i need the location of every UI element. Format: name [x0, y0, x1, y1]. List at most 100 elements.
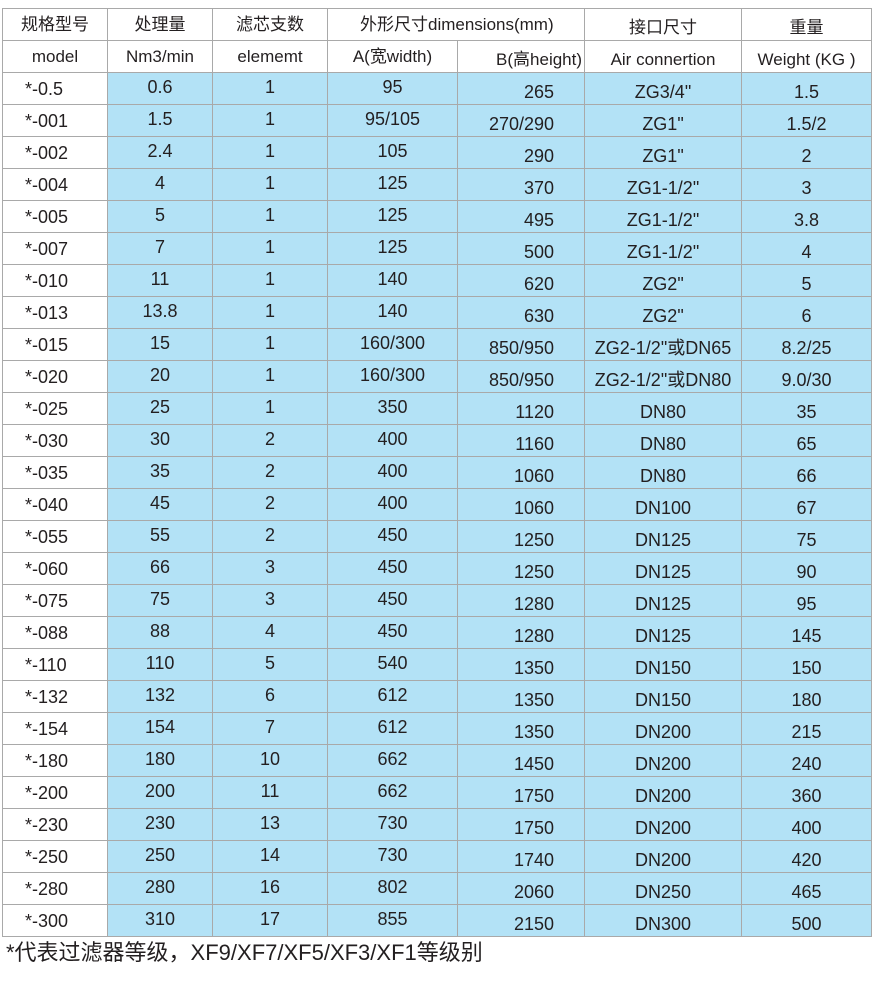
cell-model: *-055: [2, 520, 108, 553]
cell-air-connection: ZG2": [584, 264, 743, 297]
cell-air-connection: ZG1": [584, 104, 743, 137]
cell-width-a: 140: [327, 264, 458, 297]
header-connection-cn: 接口尺寸: [584, 8, 743, 41]
cell-weight: 4: [741, 232, 873, 265]
cell-air-connection: DN150: [584, 680, 743, 713]
table-row: *-025 25 1 350 1120 DN80 35: [2, 392, 873, 425]
cell-elements: 1: [212, 392, 328, 425]
cell-elements: 1: [212, 168, 328, 201]
cell-flow: 1.5: [107, 104, 213, 137]
cell-elements: 2: [212, 424, 328, 457]
table-row: *-004 4 1 125 370 ZG1-1/2" 3: [2, 168, 873, 201]
cell-height-b: 370: [456, 168, 586, 201]
cell-flow: 110: [107, 648, 213, 681]
cell-flow: 88: [107, 616, 213, 649]
cell-height-b: 290: [456, 136, 586, 169]
cell-elements: 1: [212, 200, 328, 233]
cell-width-a: 160/300: [327, 360, 458, 393]
cell-weight: 8.2/25: [741, 328, 873, 361]
cell-width-a: 95: [327, 72, 458, 105]
cell-weight: 2: [741, 136, 873, 169]
cell-height-b: 1280: [456, 584, 586, 617]
cell-model: *-230: [2, 808, 108, 841]
header-flow: Nm3/min: [107, 40, 213, 73]
cell-width-a: 125: [327, 232, 458, 265]
cell-air-connection: DN200: [584, 744, 743, 777]
header-row-chinese: 规格型号 处理量 滤芯支数 外形尺寸dimensions(mm) 接口尺寸 重量: [2, 8, 873, 41]
cell-width-a: 140: [327, 296, 458, 329]
cell-air-connection: ZG1-1/2": [584, 168, 743, 201]
cell-model: *-200: [2, 776, 108, 809]
cell-elements: 1: [212, 264, 328, 297]
table-row: *-055 55 2 450 1250 DN125 75: [2, 520, 873, 553]
table-row: *-075 75 3 450 1280 DN125 95: [2, 584, 873, 617]
cell-elements: 2: [212, 488, 328, 521]
cell-width-a: 662: [327, 744, 458, 777]
cell-model: *-132: [2, 680, 108, 713]
cell-elements: 3: [212, 584, 328, 617]
header-width-a: A(宽width): [327, 40, 458, 73]
cell-weight: 65: [741, 424, 873, 457]
cell-height-b: 1280: [456, 616, 586, 649]
cell-elements: 1: [212, 136, 328, 169]
cell-weight: 35: [741, 392, 873, 425]
cell-flow: 7: [107, 232, 213, 265]
cell-height-b: 1450: [456, 744, 586, 777]
cell-width-a: 400: [327, 456, 458, 489]
cell-height-b: 1350: [456, 680, 586, 713]
cell-height-b: 1060: [456, 488, 586, 521]
cell-model: *-088: [2, 616, 108, 649]
table-row: *-200 200 11 662 1750 DN200 360: [2, 776, 873, 809]
cell-model: *-0.5: [2, 72, 108, 105]
table-row: *-010 11 1 140 620 ZG2" 5: [2, 264, 873, 297]
cell-model: *-280: [2, 872, 108, 905]
cell-flow: 30: [107, 424, 213, 457]
table-row: *-007 7 1 125 500 ZG1-1/2" 4: [2, 232, 873, 265]
cell-height-b: 630: [456, 296, 586, 329]
table-row: *-030 30 2 400 1160 DN80 65: [2, 424, 873, 457]
table-row: *-0.5 0.6 1 95 265 ZG3/4" 1.5: [2, 72, 873, 105]
cell-weight: 500: [741, 904, 873, 937]
cell-weight: 5: [741, 264, 873, 297]
cell-width-a: 95/105: [327, 104, 458, 137]
cell-weight: 66: [741, 456, 873, 489]
table-row: *-005 5 1 125 495 ZG1-1/2" 3.8: [2, 200, 873, 233]
table-row: *-013 13.8 1 140 630 ZG2" 6: [2, 296, 873, 329]
cell-width-a: 400: [327, 424, 458, 457]
cell-width-a: 450: [327, 520, 458, 553]
header-model: model: [2, 40, 108, 73]
cell-height-b: 265: [456, 72, 586, 105]
cell-flow: 200: [107, 776, 213, 809]
cell-weight: 215: [741, 712, 873, 745]
header-weight: Weight (KG ): [741, 40, 873, 73]
cell-air-connection: DN125: [584, 616, 743, 649]
cell-width-a: 730: [327, 808, 458, 841]
cell-width-a: 730: [327, 840, 458, 873]
cell-weight: 3.8: [741, 200, 873, 233]
cell-model: *-154: [2, 712, 108, 745]
cell-flow: 250: [107, 840, 213, 873]
cell-flow: 13.8: [107, 296, 213, 329]
cell-elements: 13: [212, 808, 328, 841]
cell-elements: 17: [212, 904, 328, 937]
cell-air-connection: DN125: [584, 552, 743, 585]
cell-model: *-060: [2, 552, 108, 585]
cell-model: *-005: [2, 200, 108, 233]
cell-elements: 1: [212, 72, 328, 105]
cell-air-connection: DN200: [584, 776, 743, 809]
cell-flow: 310: [107, 904, 213, 937]
cell-width-a: 450: [327, 552, 458, 585]
cell-model: *-013: [2, 296, 108, 329]
cell-width-a: 612: [327, 712, 458, 745]
cell-model: *-020: [2, 360, 108, 393]
cell-height-b: 1740: [456, 840, 586, 873]
cell-height-b: 2150: [456, 904, 586, 937]
cell-weight: 145: [741, 616, 873, 649]
cell-elements: 2: [212, 520, 328, 553]
cell-width-a: 662: [327, 776, 458, 809]
cell-flow: 75: [107, 584, 213, 617]
cell-model: *-180: [2, 744, 108, 777]
header-element: elememt: [212, 40, 328, 73]
table-row: *-154 154 7 612 1350 DN200 215: [2, 712, 873, 745]
header-dimensions: 外形尺寸dimensions(mm): [326, 8, 586, 41]
